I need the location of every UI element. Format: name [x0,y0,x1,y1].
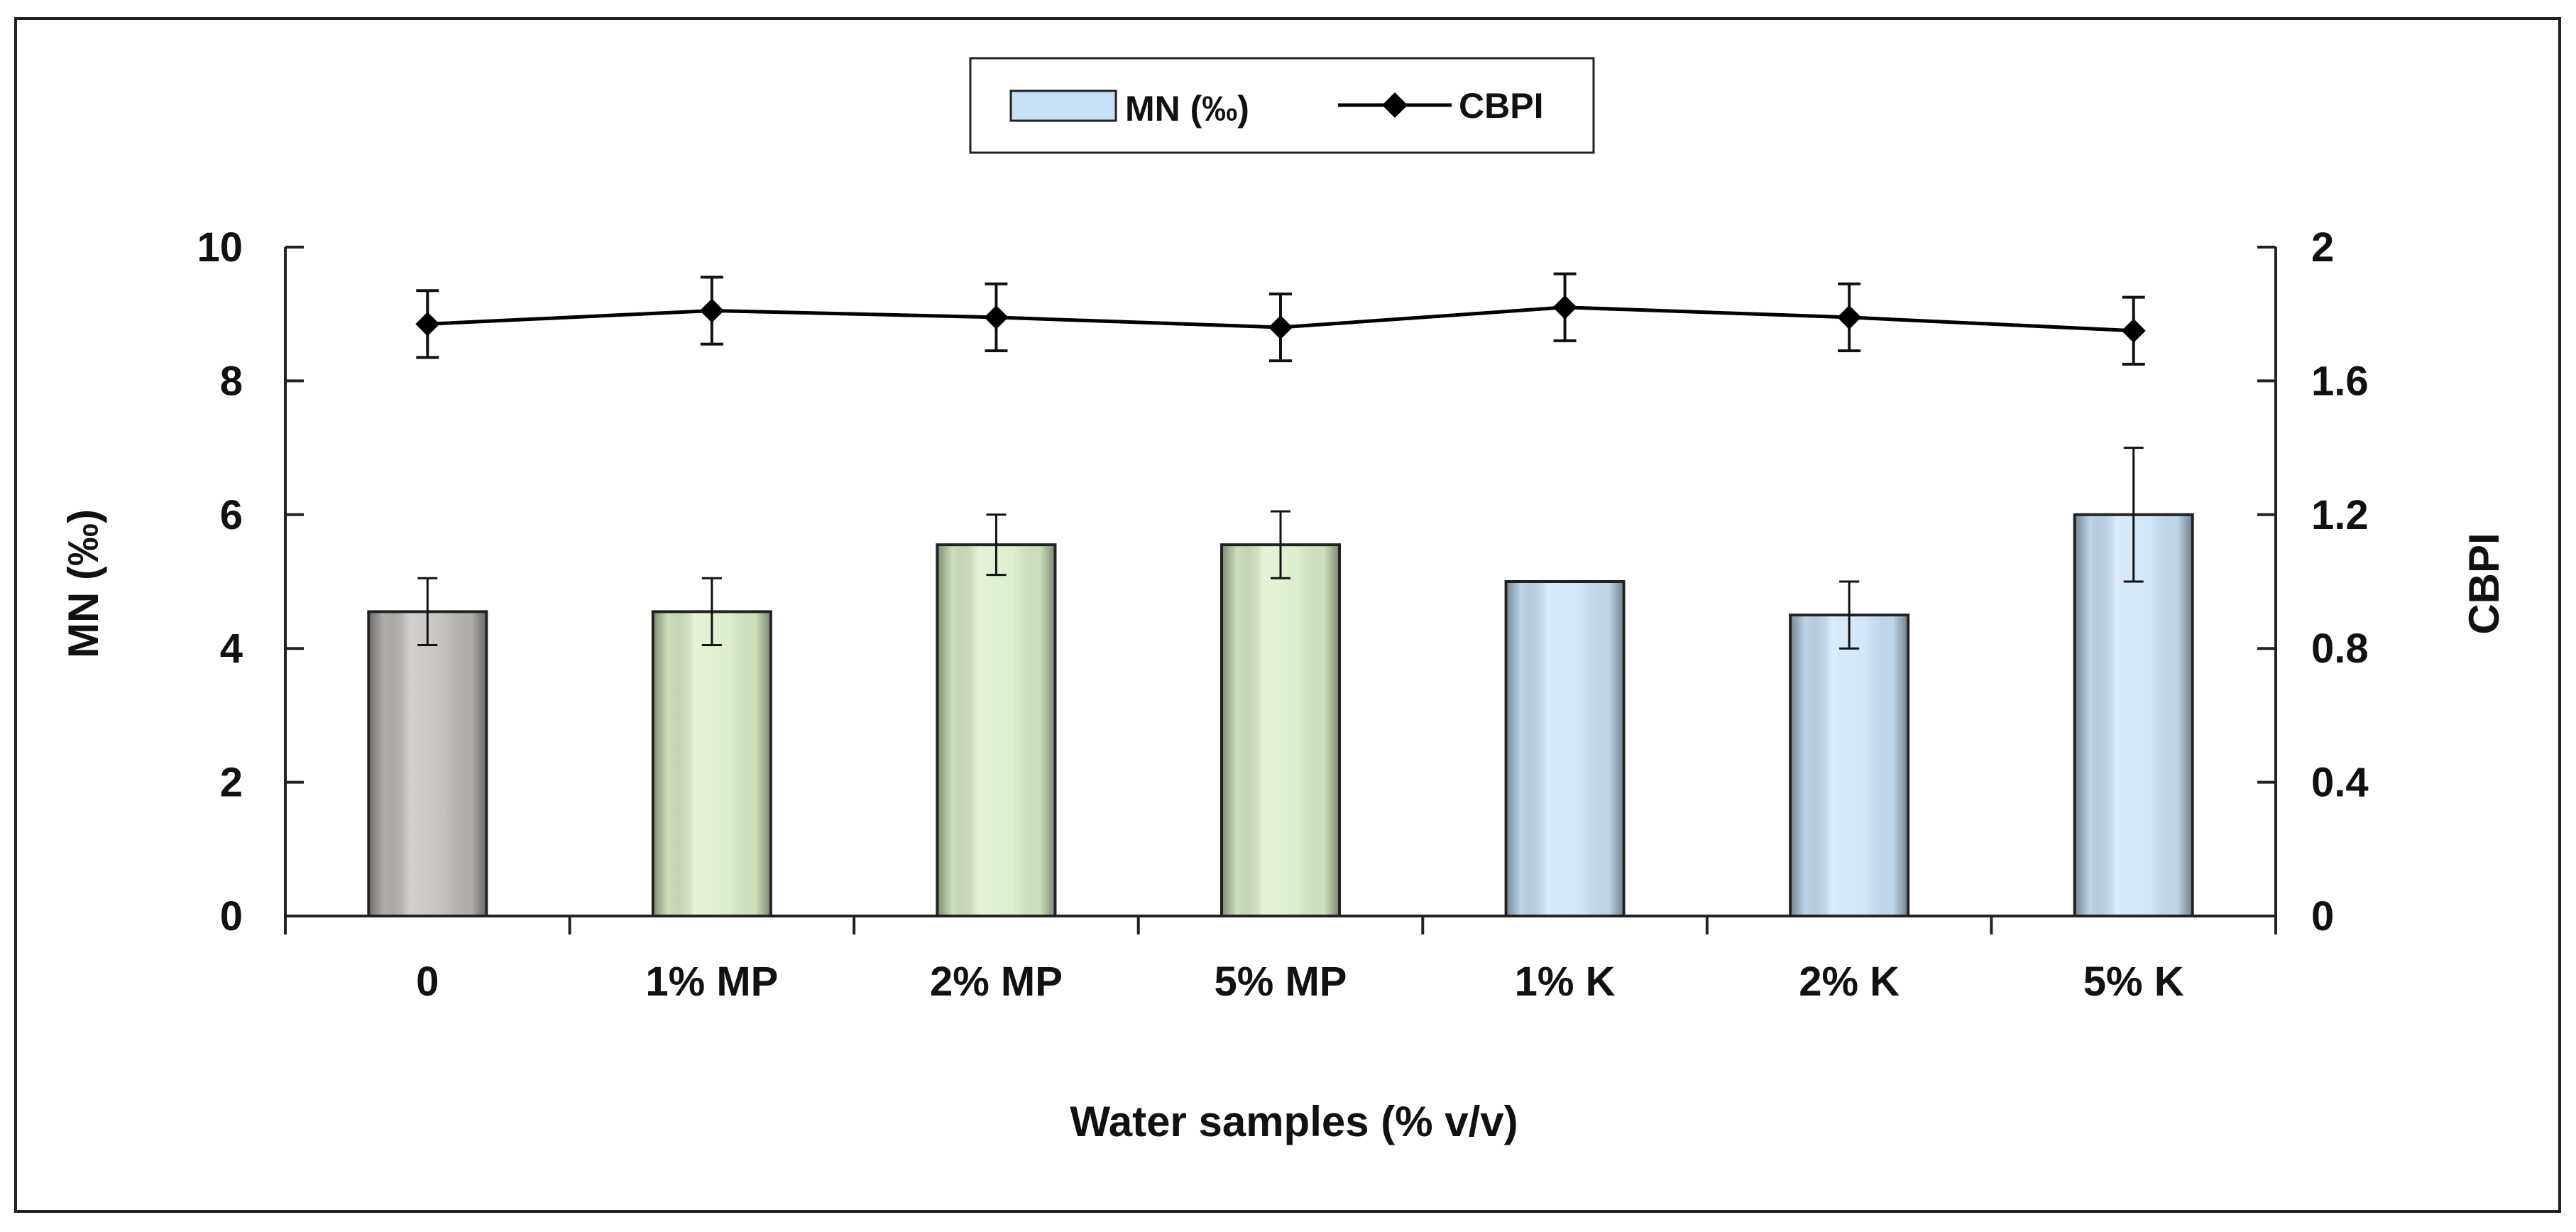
y-axis-title-left: MN (‰) [60,509,107,658]
x-tick-label: 5% K [2083,959,2184,1005]
y-ticks-left: 0 2 4 6 8 10 [197,224,304,939]
x-tick-label: 5% MP [1215,959,1347,1005]
cbpi-point [984,305,1009,329]
y-tick-label-right: 0.4 [2311,760,2369,806]
y-tick-label-right: 2 [2311,224,2334,271]
x-axis-title: Water samples (% v/v) [1070,1098,1518,1145]
y-tick-label-right: 0.8 [2311,626,2369,672]
legend-diamond-marker [1382,92,1408,118]
legend-bar-swatch [1009,89,1117,122]
mn-bar-shading [1223,546,1338,915]
cbpi-point [699,298,724,323]
x-tick-label: 2% MP [930,959,1063,1005]
x-tick-label: 2% K [1799,959,1900,1005]
y-tick-label-right: 0 [2311,893,2334,939]
x-ticks: 0 1% MP 2% MP 5% MP 1% K 2% K 5% K [284,916,2277,1005]
y-tick-label-left: 2 [220,760,243,806]
cbpi-point [1552,295,1577,320]
cbpi-point [1268,315,1293,340]
x-tick-label: 0 [416,959,439,1005]
legend-label-cbpi: CBPI [1459,86,1543,126]
y-tick-label-left: 6 [220,492,243,538]
mn-bar-shading [938,546,1054,915]
x-tick-label: 1% MP [645,959,778,1005]
y-tick-label-left: 8 [220,358,243,404]
y-ticks-right: 0 0.4 0.8 1.2 1.6 2 [2257,224,2369,939]
x-tick-label: 1% K [1515,959,1616,1005]
legend-label-mn: MN (‰) [1125,89,1249,129]
legend: MN (‰) CBPI [969,57,1595,154]
y-tick-label-right: 1.2 [2311,492,2369,538]
cbpi-point [2121,318,2146,343]
mn-bar-shading [370,613,486,915]
mn-bar-shading [654,613,769,915]
mn-bar-shading [1792,616,1907,915]
mn-bar-shading [1507,583,1623,915]
cbpi-point [415,312,440,337]
y-tick-label-left: 10 [197,224,243,271]
cbpi-series [415,272,2146,366]
y-tick-label-right: 1.6 [2311,358,2369,404]
mn-error-bars [417,447,2144,650]
y-tick-label-left: 0 [220,893,243,939]
cbpi-point [1837,305,1862,329]
y-tick-label-left: 4 [220,626,243,672]
y-axis-title-right: CBPI [2460,533,2508,634]
